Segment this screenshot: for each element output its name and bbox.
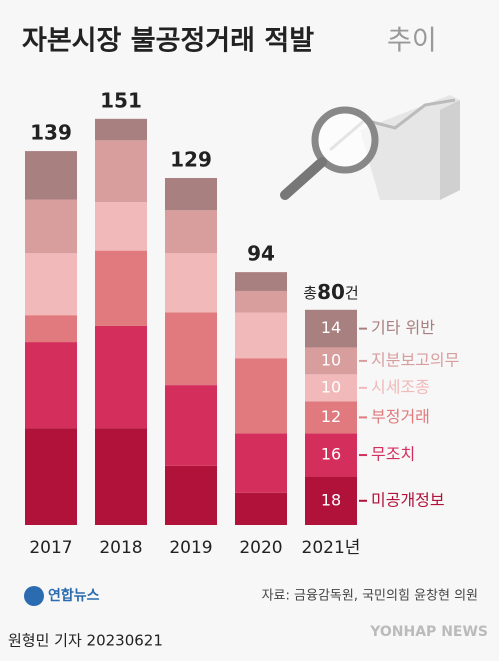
bar-segment [25,151,77,200]
chart: 139 2017 151 2018 129 2019 94 2020 18 미공개정보 16 무조치 1… [25,88,459,558]
x-tick-label: 2017 [29,538,72,558]
legend-label: 기타 위반 [371,318,435,337]
bar-segment [305,401,357,434]
total-label: 총80건 [303,279,358,303]
bar-segment [25,315,77,343]
x-tick-label: 2021년 [302,538,361,558]
total-label: 151 [100,88,142,112]
segment-label: 16 [321,445,341,464]
bar-segment [95,325,147,429]
bar-segment [235,433,287,493]
segment-label: 14 [321,318,341,337]
bar-segment [165,465,217,525]
x-tick-label: 2019 [169,538,212,558]
bar-segment [95,202,147,251]
total-part: 80 [317,279,345,303]
bar-segment [305,476,357,525]
bar-segment [165,253,217,313]
bar-segment [25,428,77,525]
bar-segment [95,140,147,203]
bar-segment [305,433,357,477]
title: 자본시장 불공정거래 적발 [22,26,314,57]
segment-label: 10 [321,350,341,369]
bar-segment [165,385,217,466]
bar-segment [165,210,217,254]
total-part: 건 [345,283,359,301]
bar-segment [165,312,217,386]
segment-label: 12 [321,407,341,426]
byline: 원형민 기자 20230621 [8,632,163,650]
bar-segment [25,253,77,316]
bar-segment [95,250,147,326]
title-suffix: 추이 [387,26,437,57]
magnifier-illustration [280,95,460,200]
segment-label: 18 [321,490,341,509]
bar-segment [95,428,147,525]
total-label: 129 [170,147,212,171]
x-tick-label: 2018 [99,538,142,558]
bar-segment [25,199,77,254]
bar-segment [165,177,217,211]
bar-segment [235,312,287,359]
bar-segment [305,374,357,402]
bar-segment [25,342,77,429]
logo: 연합뉴스 [24,586,100,606]
watermark: YONHAP NEWS [369,624,488,640]
total-label: 139 [30,121,72,145]
legend-label: 무조치 [371,445,415,464]
legend-label: 시세조종 [371,377,430,396]
legend-label: 미공개정보 [371,490,445,509]
source: 자료: 금융감독원, 국민의힘 윤창현 의원 [262,589,478,604]
bar-segment [305,347,357,375]
logo-text: 연합뉴스 [48,587,100,604]
legend-label: 지분보고의무 [371,350,459,369]
bar-segment [235,358,287,434]
bar-segment [95,118,147,141]
bar-segment [305,309,357,348]
legend-label: 부정거래 [371,407,430,426]
segment-label: 10 [321,377,341,396]
bar-segment [235,290,287,313]
x-tick-label: 2020 [239,538,282,558]
bar-segment [235,272,287,291]
total-label: 94 [247,242,275,266]
bar-segment [235,492,287,525]
total-part: 총 [303,283,317,301]
